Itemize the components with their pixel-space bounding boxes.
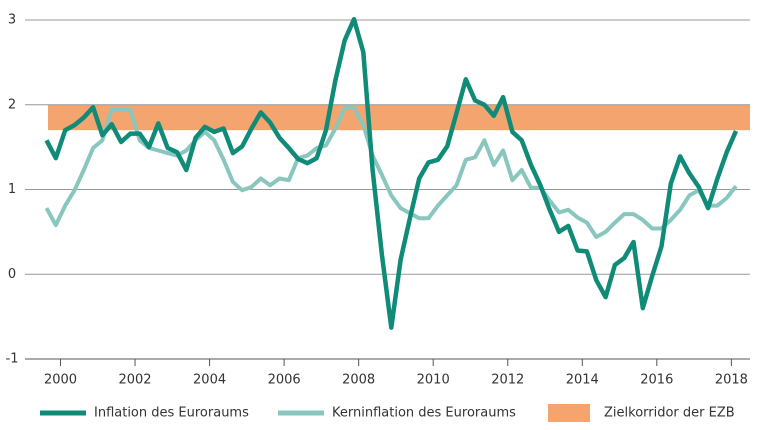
y-tick-label: 1	[8, 182, 16, 197]
legend-label: Zielkorridor der EZB	[604, 406, 735, 421]
target-band	[48, 104, 750, 131]
series-line	[44, 16, 739, 330]
x-tick-label: 2016	[640, 373, 673, 388]
x-tick-label: 2008	[342, 373, 375, 388]
x-tick-label: 2002	[118, 373, 151, 388]
x-tick-label: 2010	[417, 373, 450, 388]
x-tick-label: 2006	[268, 373, 301, 388]
y-tick-label: -1	[6, 352, 19, 367]
x-tick-label: 2000	[44, 373, 77, 388]
x-tick-label: 2004	[193, 373, 226, 388]
y-tick-label: 0	[8, 267, 16, 282]
legend-swatch	[548, 404, 590, 422]
y-tick-label: 3	[8, 13, 16, 28]
series-line	[44, 106, 738, 239]
x-tick-label: 2014	[566, 373, 599, 388]
x-tick-label: 2018	[715, 373, 748, 388]
legend-label: Inflation des Euroraums	[94, 406, 249, 421]
x-tick-label: 2012	[491, 373, 524, 388]
y-tick-label: 2	[8, 97, 16, 112]
legend-label: Kerninflation des Euroraums	[332, 406, 516, 421]
